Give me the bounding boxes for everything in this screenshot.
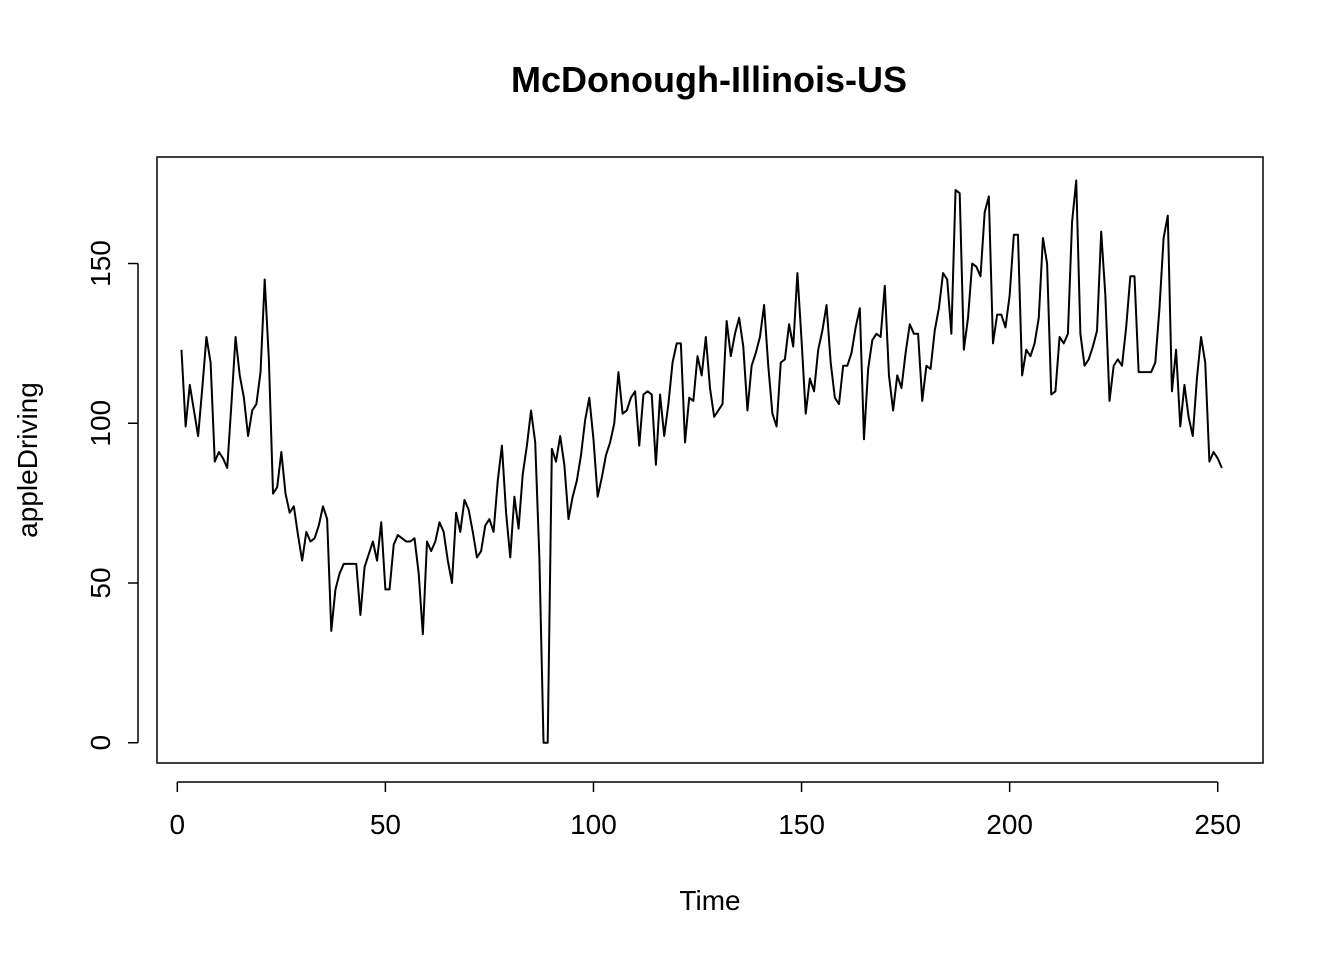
y-tick-label: 100 <box>85 400 116 447</box>
x-axis: 0 50 100 150 200 250 <box>170 781 1241 840</box>
y-tick-label: 0 <box>85 735 116 751</box>
x-tick-label: 100 <box>570 809 617 840</box>
y-tick-label: 150 <box>85 240 116 287</box>
y-axis-label: appleDriving <box>12 382 43 538</box>
x-tick-label: 50 <box>370 809 401 840</box>
y-tick-label: 50 <box>85 567 116 598</box>
chart-title: McDonough-Illinois-US <box>511 59 907 100</box>
series-line <box>180 179 1223 744</box>
x-tick-label: 250 <box>1194 809 1241 840</box>
plot-frame <box>156 156 1264 764</box>
series-layer <box>180 179 1223 744</box>
x-tick-label: 200 <box>986 809 1033 840</box>
x-tick-label: 150 <box>778 809 825 840</box>
y-axis: 0 50 100 150 <box>85 240 139 751</box>
x-axis-label: Time <box>679 885 740 916</box>
x-tick-label: 0 <box>170 809 186 840</box>
